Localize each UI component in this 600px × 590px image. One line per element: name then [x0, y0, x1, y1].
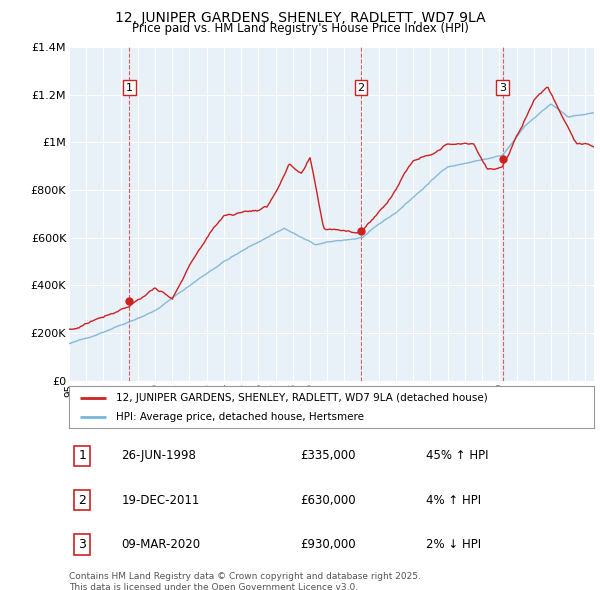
- Text: 1: 1: [126, 83, 133, 93]
- Text: £930,000: £930,000: [300, 537, 356, 551]
- Text: 12, JUNIPER GARDENS, SHENLEY, RADLETT, WD7 9LA (detached house): 12, JUNIPER GARDENS, SHENLEY, RADLETT, W…: [116, 393, 488, 403]
- Text: 2: 2: [78, 493, 86, 507]
- Text: 4% ↑ HPI: 4% ↑ HPI: [426, 493, 481, 507]
- Text: £630,000: £630,000: [300, 493, 356, 507]
- Text: 3: 3: [78, 537, 86, 551]
- Text: Contains HM Land Registry data © Crown copyright and database right 2025.
This d: Contains HM Land Registry data © Crown c…: [69, 572, 421, 590]
- Text: 1: 1: [78, 449, 86, 463]
- Text: 19-DEC-2011: 19-DEC-2011: [121, 493, 200, 507]
- Text: HPI: Average price, detached house, Hertsmere: HPI: Average price, detached house, Hert…: [116, 412, 364, 422]
- Text: £335,000: £335,000: [300, 449, 355, 463]
- Text: 45% ↑ HPI: 45% ↑ HPI: [426, 449, 488, 463]
- Text: 3: 3: [499, 83, 506, 93]
- Text: 12, JUNIPER GARDENS, SHENLEY, RADLETT, WD7 9LA: 12, JUNIPER GARDENS, SHENLEY, RADLETT, W…: [115, 11, 485, 25]
- Text: 09-MAR-2020: 09-MAR-2020: [121, 537, 200, 551]
- Text: Price paid vs. HM Land Registry's House Price Index (HPI): Price paid vs. HM Land Registry's House …: [131, 22, 469, 35]
- Text: 26-JUN-1998: 26-JUN-1998: [121, 449, 196, 463]
- Text: 2: 2: [358, 83, 364, 93]
- Text: 2% ↓ HPI: 2% ↓ HPI: [426, 537, 481, 551]
